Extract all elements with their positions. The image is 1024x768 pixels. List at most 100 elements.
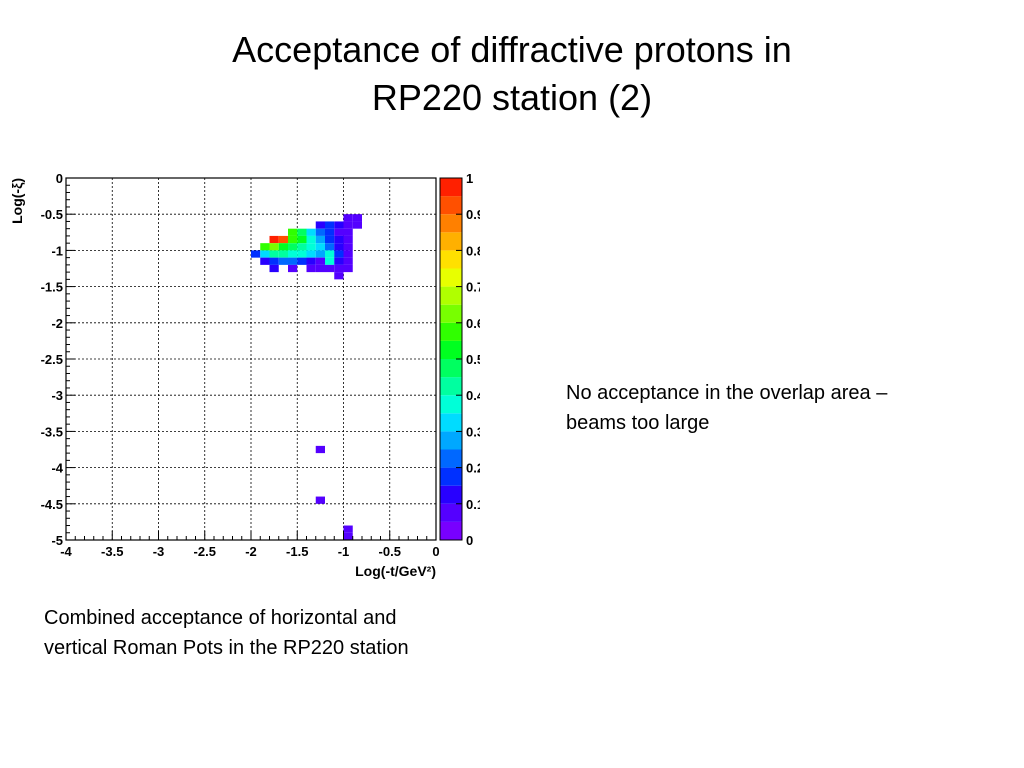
x-axis-title: Log(-t/GeV²) [355,563,436,579]
heatmap-cell [278,250,288,258]
figure-caption: Combined acceptance of horizontal and ve… [44,603,504,663]
y-tick-label: -4 [51,461,63,476]
y-tick-label: -3.5 [41,424,63,439]
x-tick-label: -3.5 [101,544,123,559]
heatmap-cell [278,243,288,251]
colorbar-swatch [440,503,462,522]
heatmap-cell [343,257,353,265]
heatmap-cell [325,264,335,273]
heatmap-cell [306,228,316,236]
colorbar-swatch [440,322,462,341]
y-tick-label: -4.5 [41,497,63,512]
colorbar-tick-label: 0.6 [466,316,480,331]
heatmap-svg: -4 -3.5 -3 -2.5 -2 -1.5 -1 -0.5 0 0 -0.5 -1 -1.5 -2 -2… [9,171,480,579]
y-tick-label: -0.5 [41,207,63,222]
colorbar-tick-label: 0.9 [466,207,480,222]
colorbar-swatch [440,395,462,414]
x-tick-label: -3 [153,544,165,559]
heatmap-cell [343,250,353,258]
x-tick-label: -2 [245,544,257,559]
y-tick-label: -1.5 [41,280,63,295]
heatmap-cell [297,235,307,244]
colorbar-swatch [440,250,462,269]
colorbar-swatch [440,340,462,359]
y-tick-label: -5 [51,533,63,548]
heatmap-cell [288,264,298,273]
heatmap-cell [269,250,279,258]
heatmap-cell [288,257,298,265]
y-axis-title: Log(-ξ) [9,178,25,224]
colorbar-swatch [440,413,462,432]
colorbar-tick-label: 0.2 [466,461,480,476]
heatmap-cell [325,221,335,229]
slide-title-line-2: RP220 station (2) [371,77,653,118]
colorbar-tick-label: 0.7 [466,280,480,295]
heatmap-cell [315,250,325,258]
colorbar-tick-label: 0.3 [466,424,480,439]
overlap-note-line-1: No acceptance in the overlap area – [566,382,888,404]
heatmap-cell [278,235,288,244]
slide-title: Acceptance of diffractive protons in RP2… [0,26,1024,122]
colorbar-swatch [440,377,462,396]
heatmap-cell [325,228,335,236]
heatmap-cell [306,235,316,244]
colorbar-swatch [440,304,462,323]
colorbar-swatch [440,521,462,540]
heatmap-cell [325,243,335,251]
x-tick-label: -0.5 [379,544,401,559]
heatmap-cell [352,214,362,222]
colorbar-swatch [440,214,462,233]
x-tick-label: 0 [432,544,439,559]
colorbar-swatch [440,431,462,450]
y-tick-label: -2 [51,316,63,331]
heatmap-cell [315,221,325,229]
colorbar-swatch [440,178,462,197]
heatmap-cell [315,228,325,236]
x-tick-label: -2.5 [194,544,216,559]
plot-frame [65,177,437,541]
heatmap-cell [325,250,335,258]
heatmap-cell [306,264,316,273]
heatmap-cell [343,532,353,540]
heatmap-cell [352,221,362,229]
slide-title-line-1: Acceptance of diffractive protons in [232,29,792,70]
heatmap-cell [343,264,353,273]
heatmap-cell [343,228,353,236]
heatmap-cell [315,496,325,504]
heatmap-cell [278,257,288,265]
heatmap-cell [343,235,353,244]
heatmap-cell [297,250,307,258]
heatmap-cell [315,264,325,273]
colorbar-swatch [440,286,462,305]
heatmap-cell [269,264,279,273]
heatmap-cell [334,250,344,258]
heatmap-cell [343,525,353,533]
heatmap-cell [343,243,353,251]
colorbar-swatch [440,485,462,504]
heatmap-cell [334,235,344,244]
heatmap-cell [269,257,279,265]
figure-caption-line-1: Combined acceptance of horizontal and [44,607,397,629]
colorbar-tick-label: 0.8 [466,243,480,258]
heatmap-cell [325,235,335,244]
heatmap-cell [343,214,353,222]
y-tick-label: 0 [56,171,63,186]
colorbar-tick-label: 0 [466,533,473,548]
y-tick-label: -2.5 [41,352,63,367]
colorbar-swatch [440,449,462,468]
heatmap-cell [269,243,279,251]
y-tick-label: -3 [51,388,63,403]
overlap-note: No acceptance in the overlap area – beam… [566,378,986,438]
heatmap-cell [306,257,316,265]
heatmap-cell [288,243,298,251]
heatmap-cell [334,264,344,273]
colorbar-swatch [440,359,462,378]
colorbar-swatch [440,196,462,215]
heatmap-cell [315,243,325,251]
heatmap-cell [325,257,335,265]
y-tick-label: -1 [51,243,63,258]
acceptance-heatmap-chart: -4 -3.5 -3 -2.5 -2 -1.5 -1 -0.5 0 0 -0.5 -1 -1.5 -2 -2… [0,160,480,590]
heatmap-cell [260,243,270,251]
heatmap-cell [297,228,307,236]
x-tick-label: -4 [60,544,72,559]
